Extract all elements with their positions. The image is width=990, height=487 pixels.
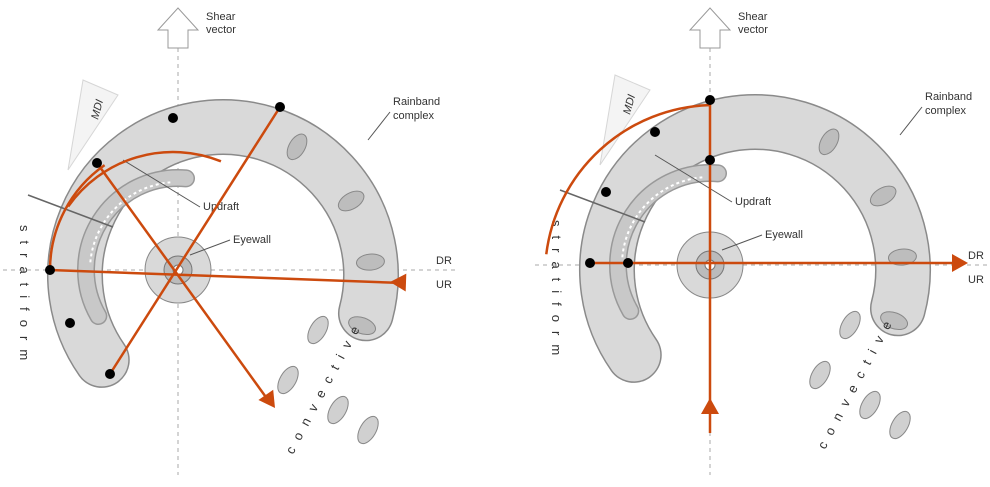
leader	[899, 106, 923, 136]
rainband-label: Rainband	[393, 96, 440, 108]
shear-arrow	[688, 7, 732, 49]
rainband-label: Rainband	[925, 91, 972, 103]
mdi-sector	[67, 79, 119, 171]
convective-cell	[307, 315, 329, 345]
shear-arrow	[156, 7, 200, 49]
sample-point	[705, 95, 715, 105]
mdi-sector	[599, 74, 651, 166]
leader	[654, 154, 733, 203]
arrowhead	[952, 254, 968, 272]
analysis-line	[108, 106, 282, 375]
analysis-arc	[67, 150, 222, 208]
sample-point	[623, 258, 633, 268]
eyewall-label: Eyewall	[233, 234, 271, 246]
sample-point	[45, 265, 55, 275]
rainband-label: complex	[925, 105, 966, 117]
convective-label: convective	[282, 316, 366, 457]
analysis-arc	[48, 164, 106, 271]
sample-point	[168, 113, 178, 123]
sample-point	[65, 318, 75, 328]
eyewall-label: Eyewall	[765, 229, 803, 241]
convective-cell	[337, 190, 365, 212]
updraft	[89, 181, 171, 263]
convective-cell	[327, 395, 349, 425]
arrowhead	[258, 389, 275, 408]
arrowhead	[701, 398, 719, 414]
convective-cell	[357, 415, 379, 445]
ur-label: UR	[968, 274, 984, 286]
updraft	[621, 176, 703, 258]
analysis-line	[49, 268, 404, 285]
convective-cell	[818, 128, 840, 156]
inner-band-fill	[610, 165, 726, 319]
convective-cell	[809, 360, 831, 390]
mdi-label: MDI	[621, 93, 638, 116]
inner-band-fill	[78, 170, 194, 324]
stratiform-label: stratiform	[549, 220, 564, 364]
shear-label: Shear	[738, 11, 768, 23]
mdi-edge	[27, 194, 114, 228]
stratiform-label: stratiform	[17, 225, 32, 369]
convective-cell	[880, 311, 909, 331]
rainband-label: complex	[393, 110, 434, 122]
mdi-edge	[559, 189, 646, 223]
shear-label: vector	[206, 24, 236, 36]
shear-label: Shear	[206, 11, 236, 23]
rainband	[48, 100, 398, 387]
convective-cell	[355, 253, 385, 271]
convective-cell	[869, 185, 897, 207]
dr-label: DR	[436, 255, 452, 267]
sample-point	[650, 127, 660, 137]
leader	[122, 159, 201, 208]
convective-cell	[277, 365, 299, 395]
leader	[189, 239, 231, 256]
leader	[367, 111, 391, 141]
sample-point	[105, 369, 115, 379]
convective-cell	[889, 410, 911, 440]
convective-cell	[839, 310, 861, 340]
updraft-label: Updraft	[735, 196, 771, 208]
analysis-arc	[545, 103, 710, 255]
convective-cell	[286, 133, 308, 161]
ur-label: UR	[436, 279, 452, 291]
sample-point	[705, 155, 715, 165]
updraft-label: Updraft	[203, 201, 239, 213]
convective-cell	[859, 390, 881, 420]
convective-label: convective	[814, 311, 898, 452]
rainband	[580, 95, 930, 382]
shear-label: vector	[738, 24, 768, 36]
sample-point	[585, 258, 595, 268]
sample-point	[601, 187, 611, 197]
analysis-line	[95, 162, 270, 401]
dr-label: DR	[968, 250, 984, 262]
convective-cell	[887, 248, 917, 266]
sample-point	[275, 102, 285, 112]
arrowhead	[390, 273, 407, 292]
convective-cell	[348, 316, 377, 336]
mdi-label: MDI	[89, 98, 106, 121]
leader	[721, 234, 763, 251]
sample-point	[92, 158, 102, 168]
